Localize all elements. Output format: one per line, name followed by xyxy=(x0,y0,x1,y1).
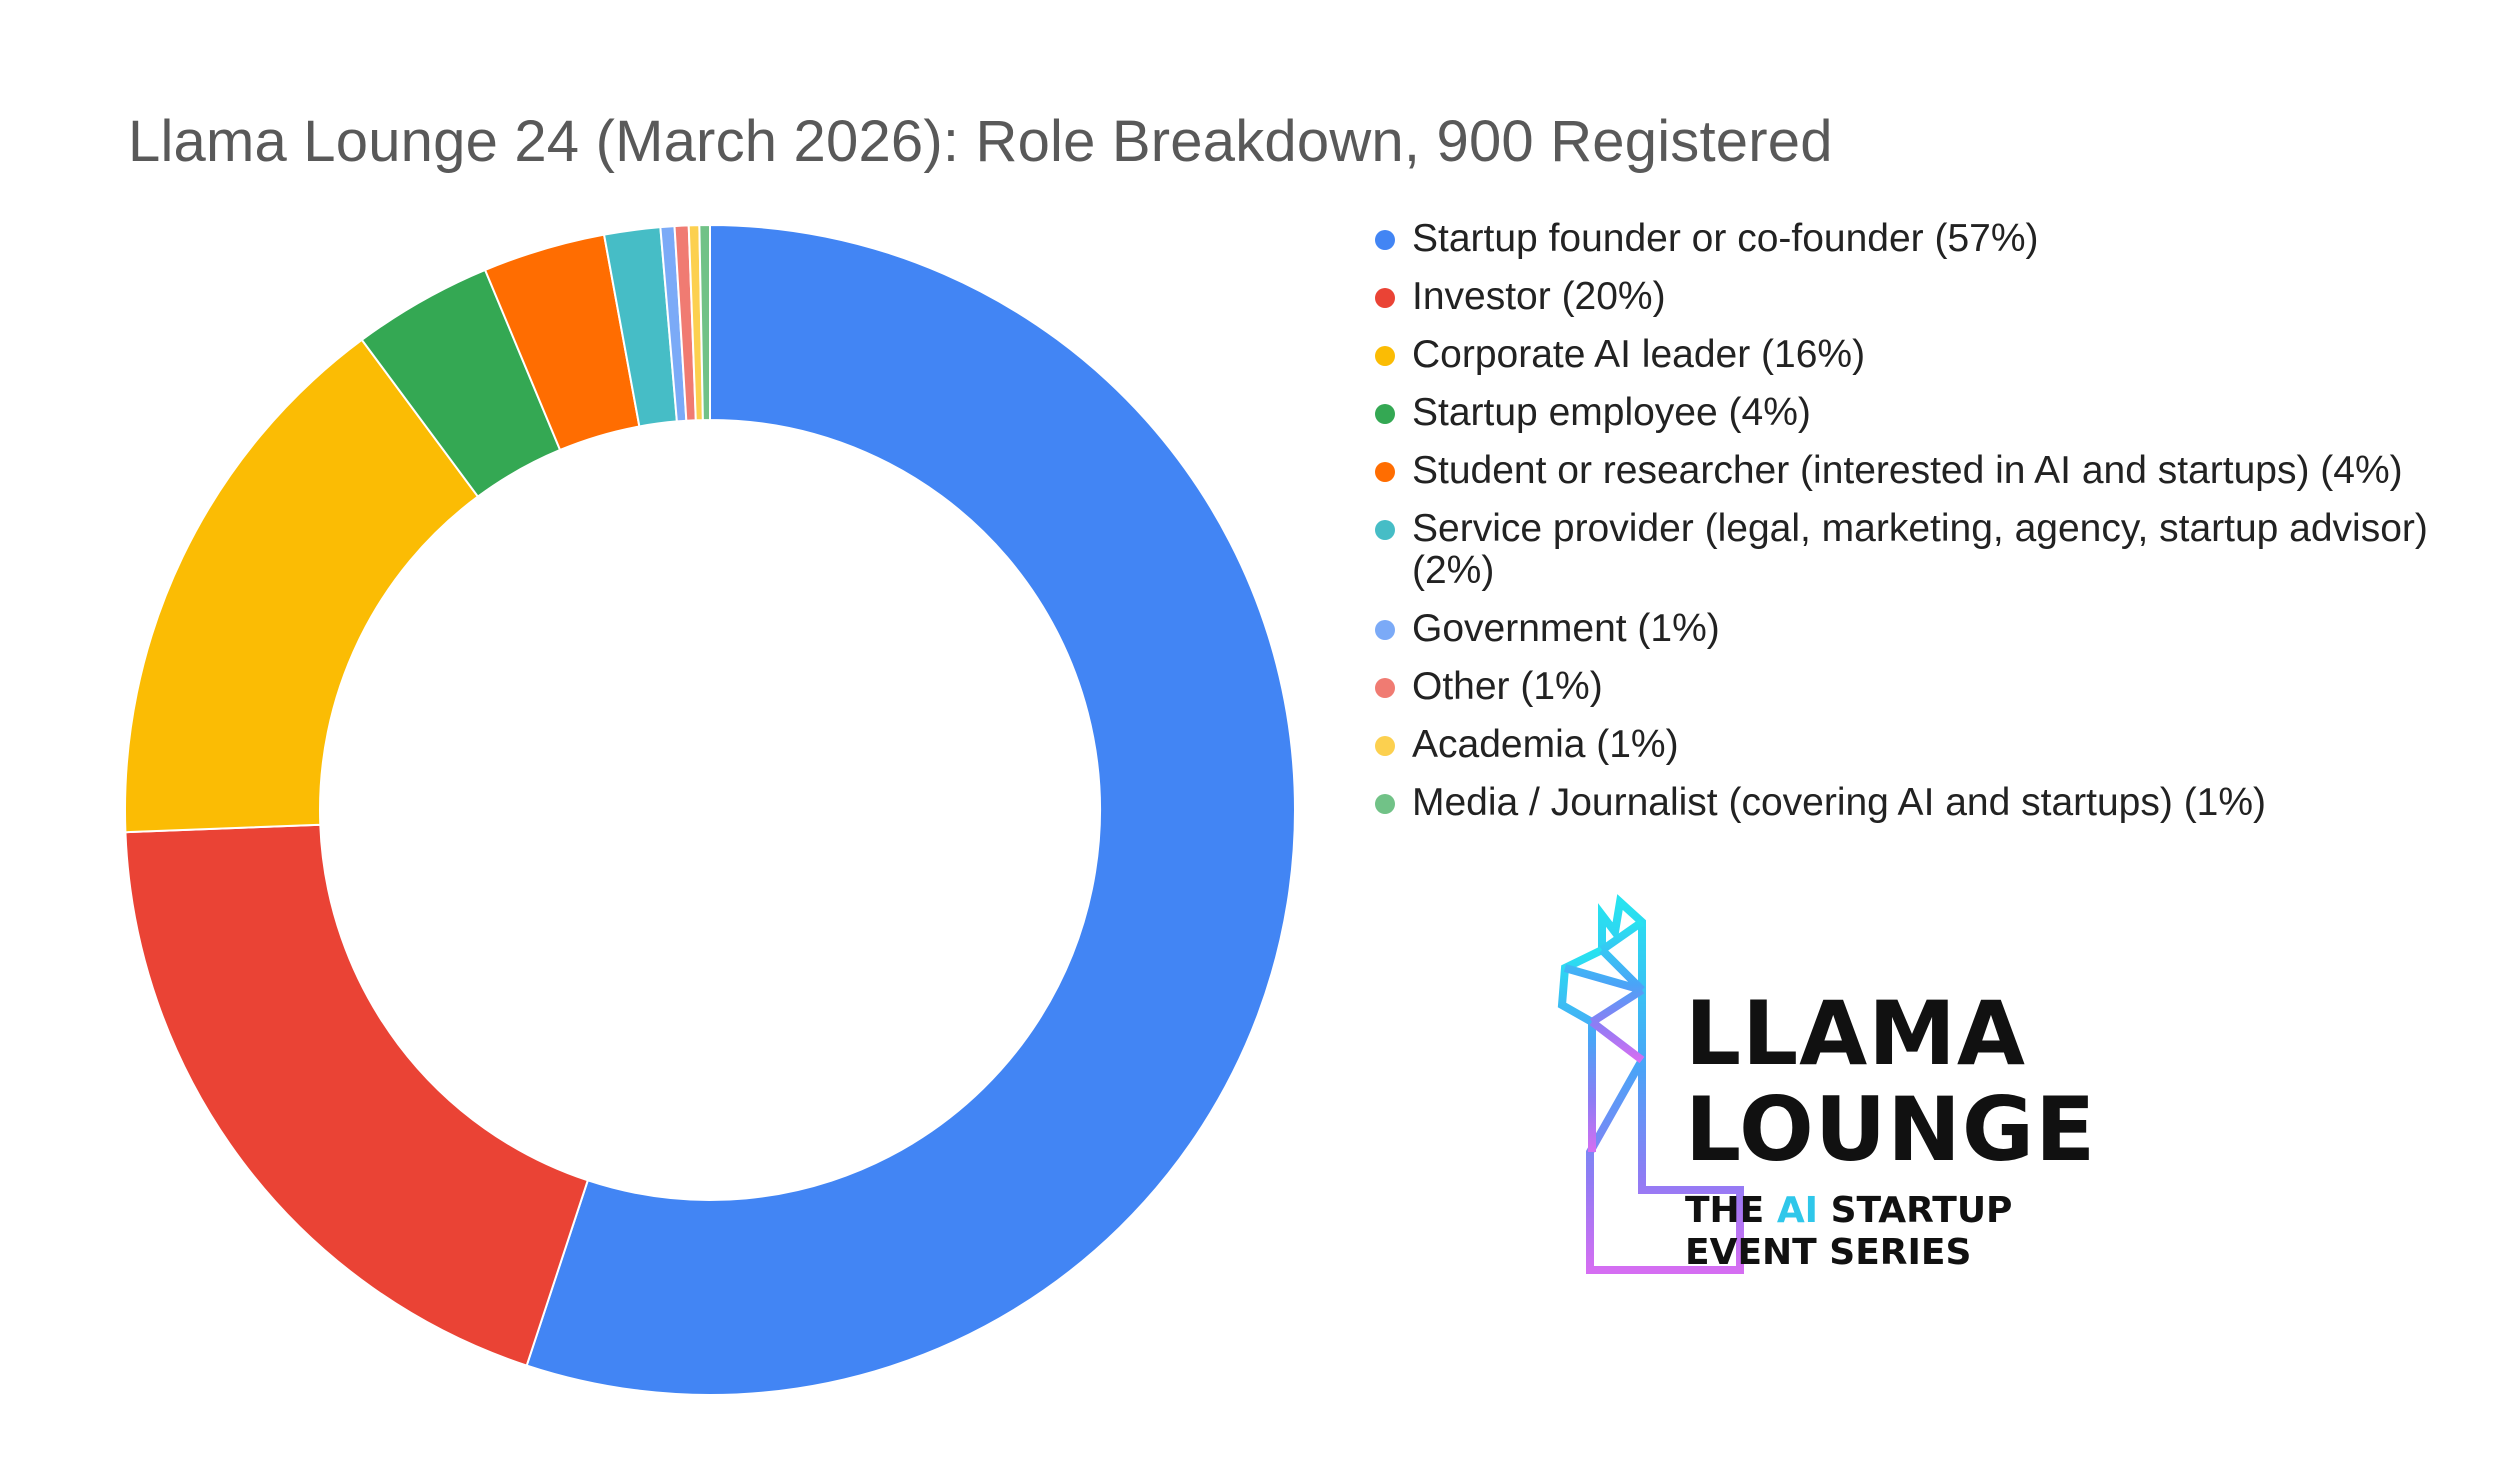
legend-dot-2 xyxy=(1375,346,1395,366)
legend-item-5: Service provider (legal, marketing, agen… xyxy=(1375,508,2505,592)
legend-label-6: Government (1%) xyxy=(1412,607,1720,650)
tagline-post: STARTUP xyxy=(1818,1190,2013,1231)
legend-dot-9 xyxy=(1375,794,1395,814)
donut-slice-2 xyxy=(124,338,480,834)
legend-label-1: Investor (20%) xyxy=(1412,275,1666,318)
legend-label-9: Media / Journalist (covering AI and star… xyxy=(1412,781,2267,824)
legend-item-4: Student or researcher (interested in AI … xyxy=(1375,450,2505,492)
legend-label-3: Startup employee (4%) xyxy=(1412,391,1811,434)
legend-item-0: Startup founder or co-founder (57%) xyxy=(1375,218,2505,260)
donut-slice-0 xyxy=(525,223,1296,1396)
legend-dot-3 xyxy=(1375,404,1395,424)
logo-word-lounge: LOUNGE xyxy=(1685,1078,2097,1181)
legend-label-7: Other (1%) xyxy=(1412,665,1603,708)
legend-dot-1 xyxy=(1375,288,1395,308)
chart-title: Llama Lounge 24 (March 2026): Role Break… xyxy=(128,109,1833,174)
chart-legend: Startup founder or co-founder (57%) Inves… xyxy=(1375,218,2505,840)
legend-dot-6 xyxy=(1375,620,1395,640)
legend-item-7: Other (1%) xyxy=(1375,666,2505,708)
donut-chart xyxy=(124,223,1296,1396)
legend-dot-0 xyxy=(1375,230,1395,250)
legend-dot-7 xyxy=(1375,678,1395,698)
llama-lounge-logo: LLAMA LOUNGE THE AI STARTUP EVENT SERIES xyxy=(1520,890,2140,1290)
legend-label-2: Corporate AI leader (16%) xyxy=(1412,333,1866,376)
legend-label-4: Student or researcher (interested in AI … xyxy=(1412,449,2403,492)
legend-label-8: Academia (1%) xyxy=(1412,723,1679,766)
logo-tagline-line2: EVENT SERIES xyxy=(1685,1232,1972,1273)
legend-item-1: Investor (20%) xyxy=(1375,276,2505,318)
legend-item-8: Academia (1%) xyxy=(1375,724,2505,766)
legend-item-6: Government (1%) xyxy=(1375,608,2505,650)
legend-item-2: Corporate AI leader (16%) xyxy=(1375,334,2505,376)
donut-slice-9 xyxy=(698,223,711,422)
legend-label-5: Service provider (legal, marketing, agen… xyxy=(1412,507,2428,592)
legend-dot-5 xyxy=(1375,520,1395,540)
donut-slice-1 xyxy=(124,823,590,1367)
logo-word-llama: LLAMA xyxy=(1685,982,2026,1085)
legend-dot-4 xyxy=(1375,462,1395,482)
legend-label-0: Startup founder or co-founder (57%) xyxy=(1412,217,2039,260)
logo-tagline: THE AI STARTUP xyxy=(1685,1190,2012,1231)
legend-dot-8 xyxy=(1375,736,1395,756)
legend-item-3: Startup employee (4%) xyxy=(1375,392,2505,434)
tagline-pre: THE xyxy=(1685,1190,1777,1231)
legend-item-9: Media / Journalist (covering AI and star… xyxy=(1375,782,2505,824)
tagline-accent: AI xyxy=(1776,1190,1819,1231)
llama-logo-icon xyxy=(1557,894,1744,1274)
